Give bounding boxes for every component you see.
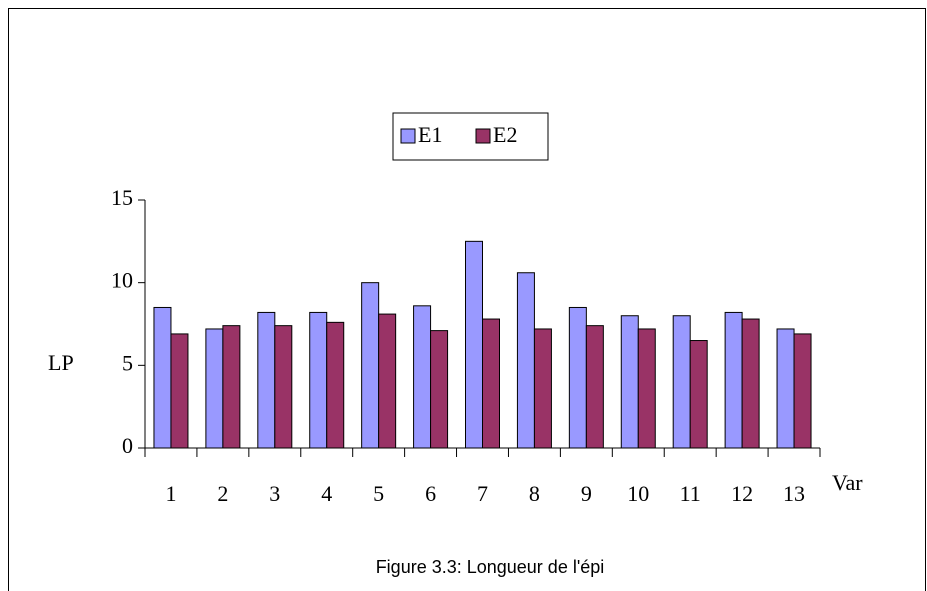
x-tick-label: 1	[165, 481, 176, 506]
x-tick-label: 5	[373, 481, 384, 506]
y-tick-label: 10	[111, 268, 133, 293]
bar	[793, 333, 812, 449]
bar	[482, 318, 500, 449]
legend-label: E2	[493, 122, 517, 147]
bar	[309, 311, 328, 449]
x-tick-label: 11	[680, 481, 701, 506]
bar	[361, 282, 380, 449]
bar	[413, 305, 432, 449]
legend-box	[392, 112, 549, 161]
legend-label: E1	[418, 122, 442, 147]
bar	[222, 325, 241, 449]
x-tick-label: 8	[529, 481, 540, 506]
x-tick-label: 13	[783, 481, 805, 506]
y-tick-label: 0	[122, 433, 133, 458]
bar	[465, 240, 483, 449]
x-tick-label: 6	[425, 481, 436, 506]
bar	[724, 311, 743, 449]
bar	[170, 333, 189, 449]
bar	[533, 328, 552, 449]
x-tick-label: 3	[269, 481, 280, 506]
y-tick-label: 5	[122, 350, 133, 375]
x-tick-label: 10	[627, 481, 649, 506]
bar	[568, 306, 587, 449]
caption: Figure 3.3: Longueur de l'épi	[376, 557, 605, 577]
frame	[8, 8, 926, 591]
x-tick-label: 12	[731, 481, 753, 506]
bar	[741, 318, 760, 449]
bar	[516, 272, 535, 449]
x-axis-label: Var	[832, 470, 863, 495]
bar	[205, 328, 224, 449]
bar	[153, 306, 172, 449]
bar	[585, 325, 604, 449]
legend-swatch	[475, 128, 491, 144]
x-tick-label: 7	[477, 481, 488, 506]
bar	[620, 315, 639, 449]
bar	[672, 315, 691, 449]
bar	[257, 311, 276, 449]
bar	[326, 321, 345, 449]
bar	[776, 328, 795, 449]
bar	[430, 330, 449, 449]
x-tick-label: 9	[581, 481, 592, 506]
bar	[274, 325, 293, 449]
bar	[637, 328, 656, 449]
y-tick-label: 15	[111, 185, 133, 210]
x-tick-label: 2	[217, 481, 228, 506]
bar	[378, 313, 397, 449]
legend-swatch	[400, 128, 416, 144]
y-axis-label: LP	[48, 350, 74, 375]
x-tick-label: 4	[321, 481, 332, 506]
bar	[689, 340, 708, 449]
